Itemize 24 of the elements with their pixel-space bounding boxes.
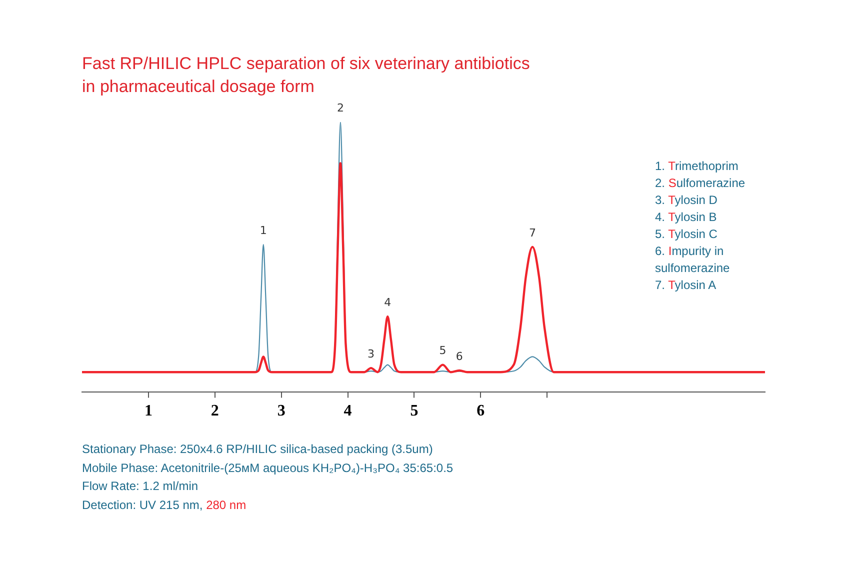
annotation: 1. Trimethoprim — [655, 158, 740, 175]
text: Flow Rate: 1.2 ml/min — [82, 478, 200, 495]
annotation: 2 — [336, 101, 344, 114]
annotation: 3. Tylosin D — [655, 192, 718, 209]
annotation: 6 — [456, 350, 463, 363]
chart-title: Fast RP/HILIC HPLC separation of six veterinary antibiotics in pharmaceutical dosage form — [82, 53, 531, 98]
text: Stationary Phase: 250x4.6 RP/HILIC silica-based packing (3.5um) — [82, 441, 434, 458]
x-tick-label: 2 — [210, 402, 219, 420]
annotation: 3 — [368, 347, 375, 360]
annotation: 4. Tylosin B — [655, 209, 718, 226]
x-tick-label: 3 — [277, 402, 286, 420]
x-tick-label: 4 — [344, 402, 352, 420]
annotation: 4 — [384, 296, 392, 309]
annotation: 5 — [439, 344, 446, 358]
text: Detection: UV 215 nm, 280 nm — [82, 496, 248, 514]
annotation: 7. Tylosin A — [655, 277, 718, 294]
annotation: 1 — [260, 224, 267, 237]
x-tick-label: 1 — [144, 402, 152, 420]
text: Mobile Phase: Acetonitrile-(25мM aqueous KH₂PO₄)-H₃PO₄ 35:65:0.5 — [82, 460, 454, 476]
x-tick-label: 6 — [476, 402, 485, 420]
annotation: 5. Tylosin C — [655, 226, 718, 243]
annotation: 7 — [528, 226, 536, 240]
annotation: 2. Sulfomerazine — [655, 175, 746, 192]
x-tick-label: 5 — [410, 402, 418, 420]
